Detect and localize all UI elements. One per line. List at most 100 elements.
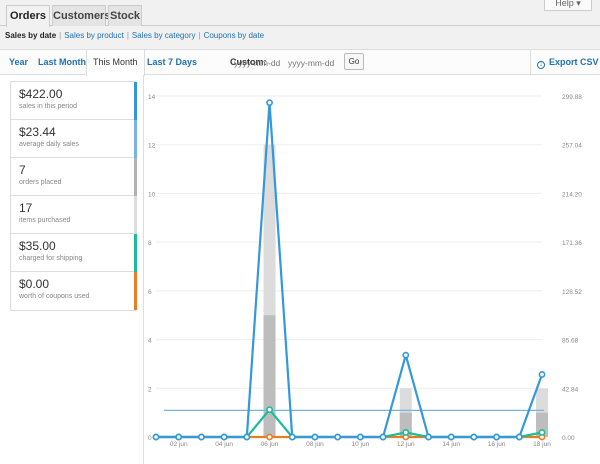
right-axis-tick: 128.52: [562, 289, 582, 296]
series-point: [538, 371, 546, 378]
series-point: [311, 433, 319, 441]
left-axis-tick: 2: [148, 386, 152, 393]
report-panel: Year Last Month This Month Last 7 Days C…: [0, 49, 600, 464]
stat-items[interactable]: 17 items purchased: [11, 196, 137, 234]
date-from-input[interactable]: [234, 57, 286, 69]
stat-shipping[interactable]: $35.00 charged for shipping: [11, 234, 137, 272]
left-axis-tick: 14: [148, 94, 156, 101]
stat-color-bar: [134, 82, 137, 120]
right-axis-tick: 85.68: [562, 338, 579, 345]
series-point: [379, 433, 387, 441]
series-point: [288, 433, 296, 441]
x-axis-tick: 16 jun: [488, 441, 506, 448]
right-axis-tick: 42.84: [562, 386, 579, 393]
x-axis-tick: 10 jun: [351, 441, 369, 448]
date-to-input[interactable]: [288, 57, 340, 69]
right-axis-tick: 171.36: [562, 240, 582, 247]
series-point: [356, 433, 364, 441]
series-line: [156, 408, 543, 439]
stat-desc: items purchased: [19, 217, 71, 224]
tab-orders[interactable]: Orders: [6, 5, 50, 27]
help-label: Help: [555, 0, 574, 8]
stat-color-bar: [134, 272, 137, 310]
right-axis-tick: 214.20: [562, 191, 582, 198]
stat-desc: charged for shipping: [19, 255, 83, 262]
sub-link-coupons-by-date[interactable]: Coupons by date: [203, 31, 265, 40]
x-axis-tick: 08 jun: [306, 441, 324, 448]
stat-amount: $23.44: [19, 125, 56, 139]
range-last-7-days[interactable]: Last 7 Days: [147, 57, 198, 67]
series-point: [266, 99, 273, 107]
sales-chart: 0 2 4 6 8 10 12 14 0.00 42.84 85.68 128.52 171.36 214…: [143, 75, 600, 464]
stat-desc: worth of coupons used: [19, 293, 90, 300]
download-icon: ↓: [537, 61, 545, 69]
help-button[interactable]: Help ▾: [544, 0, 592, 11]
stat-average[interactable]: $23.44 average daily sales: [11, 120, 137, 158]
sub-link-sales-by-category[interactable]: Sales by category: [131, 31, 196, 40]
range-this-month[interactable]: This Month: [86, 50, 145, 76]
right-axis-tick: 257.04: [562, 143, 582, 150]
x-axis-tick: 14 jun: [442, 441, 460, 448]
right-axis-tick: 299.88: [562, 94, 582, 101]
export-csv-label: Export CSV: [549, 57, 599, 67]
left-axis-tick: 12: [148, 143, 156, 150]
stat-color-bar: [134, 196, 137, 234]
stat-sales[interactable]: $422.00 sales in this period: [11, 82, 137, 120]
left-axis-tick: 10: [148, 191, 156, 198]
sales-chart-svg: 0 2 4 6 8 10 12 14 0.00 42.84 85.68 128.52 171.36 214…: [148, 94, 582, 448]
range-last-month[interactable]: Last Month: [38, 57, 86, 67]
go-button[interactable]: Go: [344, 53, 364, 70]
x-axis-tick: 04 jun: [215, 441, 233, 448]
x-axis-tick: 18 jun: [533, 441, 551, 448]
series-point: [425, 433, 432, 441]
stat-color-bar: [134, 234, 137, 272]
series-point: [515, 433, 523, 441]
series-point: [198, 433, 205, 441]
x-axis-tick: 06 jun: [261, 441, 279, 448]
stats-legend: $422.00 sales in this period $23.44 aver…: [10, 81, 137, 311]
stat-color-bar: [134, 120, 137, 158]
report-tabs: Orders Customers Stock Help ▾: [0, 0, 600, 27]
series-point: [402, 429, 410, 436]
left-axis-tick: 4: [148, 338, 152, 345]
stat-amount: 7: [19, 163, 26, 177]
series-point: [470, 433, 478, 441]
series-point: [493, 433, 500, 441]
series-point: [447, 433, 455, 441]
tab-customers[interactable]: Customers: [52, 5, 110, 26]
series-point: [175, 433, 183, 441]
stat-desc: sales in this period: [19, 103, 77, 110]
left-axis-tick: 6: [148, 289, 152, 296]
series-line: [156, 101, 544, 439]
left-axis-tick: 0: [148, 435, 152, 442]
tab-stock[interactable]: Stock: [108, 5, 142, 26]
series-point: [538, 429, 546, 436]
series-point: [220, 433, 228, 441]
x-axis-tick: 12 jun: [397, 441, 415, 448]
stat-desc: average daily sales: [19, 141, 79, 148]
series-point: [266, 433, 273, 441]
stat-coupons[interactable]: $0.00 worth of coupons used: [11, 272, 137, 310]
stat-desc: orders placed: [19, 179, 62, 186]
series-point: [243, 433, 251, 441]
sub-link-sales-by-date[interactable]: Sales by date: [5, 31, 57, 40]
report-sub-nav: Sales by date | Sales by product | Sales by …: [5, 31, 265, 40]
stat-amount: $35.00: [19, 239, 56, 253]
x-axis-tick: 02 jun: [170, 441, 188, 448]
series-point: [152, 433, 160, 441]
orders-bar: [263, 315, 276, 437]
series-point: [402, 351, 410, 359]
stat-amount: 17: [19, 201, 33, 215]
stat-color-bar: [134, 158, 137, 196]
stat-amount: $422.00: [19, 87, 63, 101]
series-point: [266, 406, 273, 414]
series-point: [334, 433, 342, 441]
sub-link-sales-by-product[interactable]: Sales by product: [64, 31, 124, 40]
right-axis-tick: 0.00: [562, 435, 575, 442]
left-axis-tick: 8: [148, 240, 152, 247]
range-year[interactable]: Year: [9, 57, 29, 67]
stat-orders[interactable]: 7 orders placed: [11, 158, 137, 196]
stat-amount: $0.00: [19, 277, 50, 291]
export-csv-button[interactable]: ↓ Export CSV: [530, 50, 600, 75]
date-range-bar: Year Last Month This Month Last 7 Days C…: [0, 50, 600, 76]
